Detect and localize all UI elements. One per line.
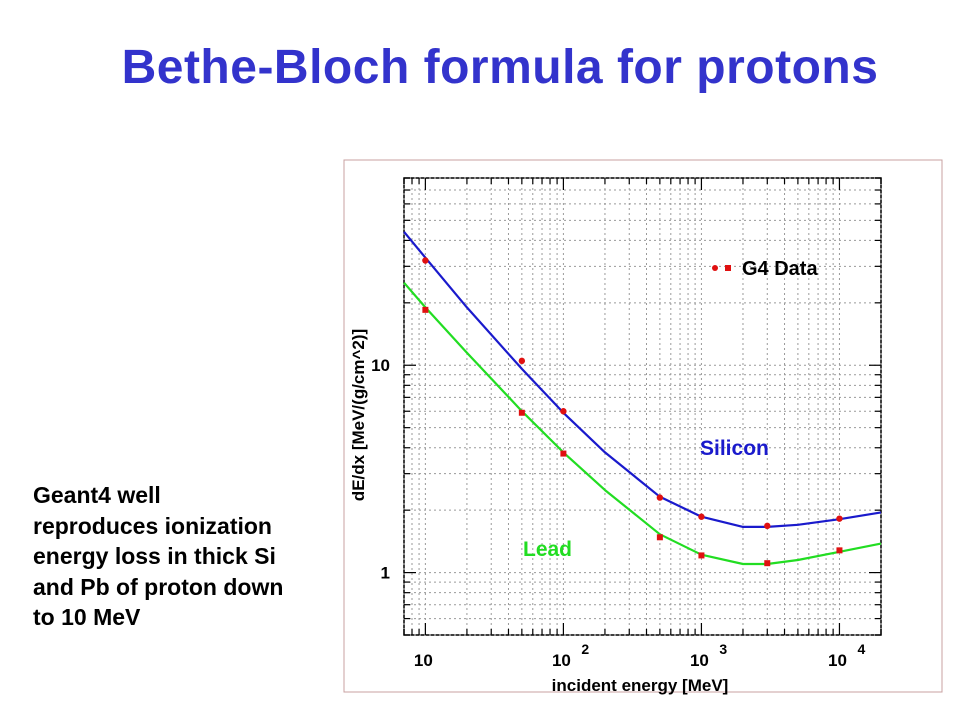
data-points: [422, 257, 843, 567]
x-tick-label-exponent: 4: [857, 641, 865, 657]
x-tick-label: 10: [828, 651, 847, 670]
grid: [403, 177, 882, 636]
x-tick-label-exponent: 2: [581, 641, 589, 657]
slide-title: Bethe-Bloch formula for protons: [121, 41, 879, 94]
point-silicon: [698, 513, 705, 520]
point-silicon: [764, 522, 771, 530]
point-lead: [422, 306, 429, 313]
y-axis-title: dE/dx [MeV/(g/cm^2)]: [349, 329, 368, 501]
y-tick-label: 10: [371, 356, 390, 375]
x-tick-label: 10: [552, 651, 571, 670]
point-lead: [698, 552, 705, 559]
x-tick-label-exponent: 3: [719, 641, 727, 657]
plot-area: [403, 177, 882, 636]
body-line: energy loss in thick Si: [33, 543, 276, 569]
legend-marker-round: [712, 265, 718, 271]
series-label-silicon: Silicon: [700, 437, 769, 460]
legend-marker-square: [725, 265, 731, 271]
body-line: Geant4 well: [33, 482, 161, 508]
legend-label: G4 Data: [742, 258, 818, 280]
point-silicon: [518, 357, 526, 365]
legend: G4 Data: [712, 258, 818, 280]
point-silicon: [560, 408, 567, 415]
point-lead: [836, 547, 843, 554]
axis-ticks: [403, 177, 882, 636]
x-axis-title: incident energy [MeV]: [552, 676, 729, 695]
point-lead: [560, 450, 567, 457]
slide-body-text: Geant4 well reproduces ionization energy…: [33, 480, 378, 633]
point-lead: [764, 560, 771, 567]
axis-labels: 10 10 2 10 3 10 4 1 10: [371, 356, 865, 670]
body-line: reproduces ionization: [33, 512, 272, 539]
point-lead: [518, 409, 525, 416]
point-lead: [656, 534, 663, 541]
body-line: and Pb of proton down: [33, 573, 284, 600]
body-line: to 10 MeV: [33, 604, 141, 630]
point-silicon: [422, 257, 429, 264]
y-tick-label: 1: [381, 564, 390, 583]
x-tick-label: 10: [414, 651, 433, 670]
point-silicon: [656, 494, 664, 501]
point-silicon: [836, 515, 843, 522]
series-label-lead: Lead: [523, 538, 572, 561]
x-tick-label: 10: [690, 651, 709, 670]
